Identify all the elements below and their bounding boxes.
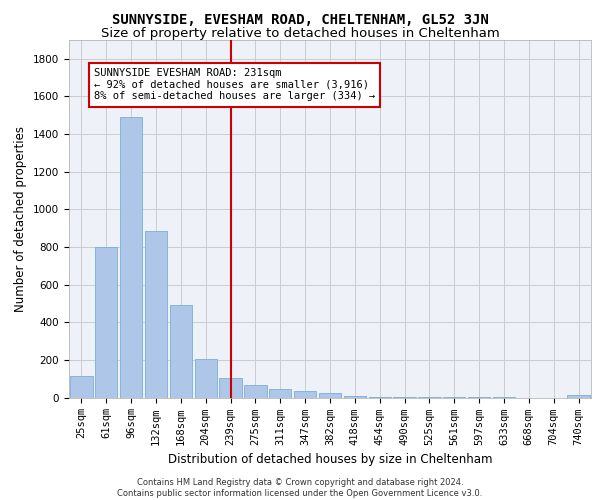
Bar: [368, 396, 391, 398]
Bar: [120, 117, 142, 398]
Bar: [319, 393, 341, 398]
X-axis label: Distribution of detached houses by size in Cheltenham: Distribution of detached houses by size …: [168, 453, 492, 466]
Bar: [220, 378, 242, 398]
Bar: [568, 394, 590, 398]
Bar: [145, 231, 167, 398]
Bar: [394, 397, 416, 398]
Bar: [95, 247, 118, 398]
Text: Size of property relative to detached houses in Cheltenham: Size of property relative to detached ho…: [101, 28, 499, 40]
Bar: [170, 306, 192, 398]
Text: Contains HM Land Registry data © Crown copyright and database right 2024.
Contai: Contains HM Land Registry data © Crown c…: [118, 478, 482, 498]
Y-axis label: Number of detached properties: Number of detached properties: [14, 126, 28, 312]
Text: SUNNYSIDE, EVESHAM ROAD, CHELTENHAM, GL52 3JN: SUNNYSIDE, EVESHAM ROAD, CHELTENHAM, GL5…: [112, 12, 488, 26]
Bar: [70, 376, 92, 398]
Bar: [269, 389, 292, 398]
Bar: [194, 358, 217, 398]
Bar: [294, 392, 316, 398]
Bar: [344, 396, 366, 398]
Text: SUNNYSIDE EVESHAM ROAD: 231sqm
← 92% of detached houses are smaller (3,916)
8% o: SUNNYSIDE EVESHAM ROAD: 231sqm ← 92% of …: [94, 68, 375, 102]
Bar: [244, 386, 266, 398]
